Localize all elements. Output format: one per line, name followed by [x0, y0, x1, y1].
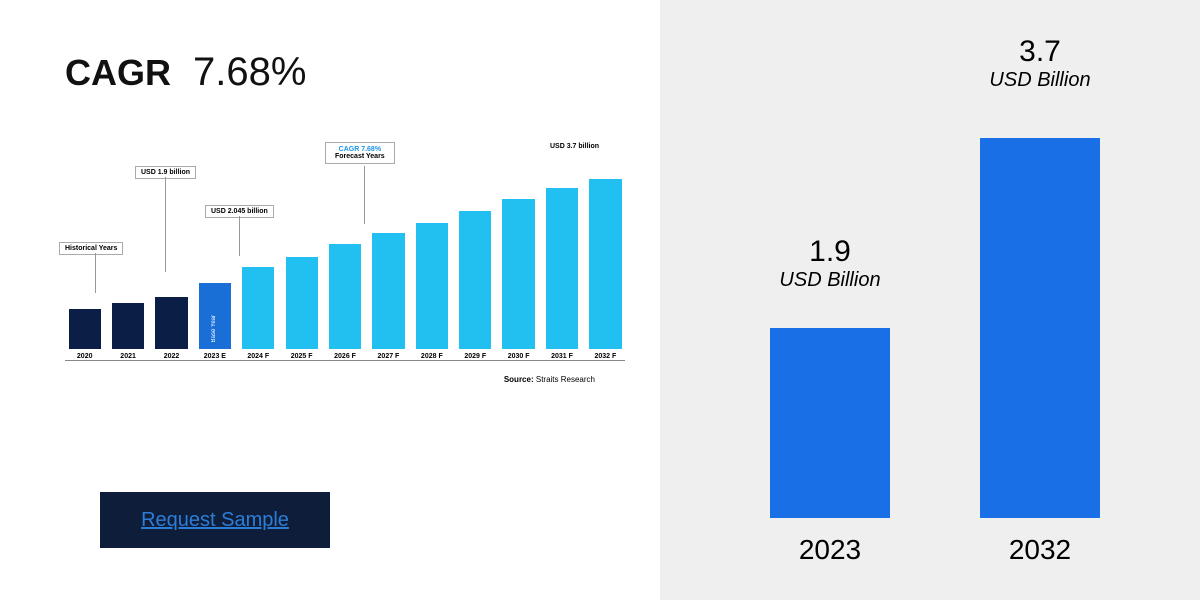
- bar-column: 2029 F: [456, 211, 495, 360]
- bar-x-label: 2027 F: [378, 353, 400, 360]
- bar-column: 2027 F: [369, 233, 408, 360]
- left-panel: CAGR 7.68% 2020202120222023 EBase Year20…: [0, 0, 660, 600]
- bar-x-label: 2022: [164, 353, 180, 360]
- bar-x-label: 2026 F: [334, 353, 356, 360]
- bar: [199, 283, 231, 349]
- bar: [372, 233, 404, 349]
- callout-forecast: CAGR 7.68% Forecast Years: [325, 142, 395, 164]
- bar: [546, 188, 578, 349]
- bar-column: 2022: [152, 297, 191, 360]
- bar-x-label: 2028 F: [421, 353, 443, 360]
- bar: [329, 244, 361, 349]
- callout-usd-3-7: USD 3.7 billion: [545, 141, 604, 152]
- bar-x-label: 2020: [77, 353, 93, 360]
- right-year-label: 2032: [980, 534, 1100, 566]
- detailed-bar-chart: 2020 2021 2022 2023 EBase Year 2024 F 2025 F 2…: [65, 150, 625, 380]
- right-bar: [770, 328, 890, 518]
- bar-x-label: 2021: [120, 353, 136, 360]
- request-sample-label: Request Sample: [141, 509, 289, 532]
- right-value-number: 1.9: [770, 235, 890, 269]
- bar-x-label: 2029 F: [464, 353, 486, 360]
- chart-source: Source: Straits Research: [504, 375, 595, 384]
- bar: [69, 309, 101, 349]
- bar-column: 2030 F: [499, 199, 538, 360]
- right-year-label: 2023: [770, 534, 890, 566]
- bar-column: 2028 F: [412, 223, 451, 360]
- bar-x-label: 2025 F: [291, 353, 313, 360]
- bar-column: 2024 F: [239, 267, 278, 360]
- bar: [112, 303, 144, 349]
- connector-line: [95, 253, 96, 293]
- bar-column: 2020: [65, 309, 104, 360]
- request-sample-button[interactable]: Request Sample: [100, 492, 330, 548]
- bar-column: 2026 F: [325, 244, 364, 360]
- right-value-unit: USD Billion: [980, 69, 1100, 92]
- bar-column: 2031 F: [542, 188, 581, 360]
- bar-column: 2032 F: [586, 179, 625, 360]
- source-label: Source:: [504, 375, 534, 384]
- right-value-unit: USD Billion: [770, 269, 890, 292]
- right-bar: [980, 138, 1100, 518]
- connector-line: [364, 166, 365, 224]
- x-axis: [65, 360, 625, 361]
- cagr-heading: CAGR 7.68%: [65, 50, 306, 95]
- bar: [242, 267, 274, 349]
- bars-container: 2020 2021 2022 2023 EBase Year 2024 F 2025 F 2…: [65, 180, 625, 360]
- callout-forecast-cagr: CAGR 7.68%: [335, 146, 385, 153]
- bar-x-label: 2030 F: [508, 353, 530, 360]
- bar: [459, 211, 491, 349]
- connector-line: [165, 177, 166, 272]
- source-value: Straits Research: [536, 375, 595, 384]
- callout-historical: Historical Years: [59, 242, 123, 255]
- bar-column: 2021: [108, 303, 147, 360]
- right-value-number: 3.7: [980, 35, 1100, 69]
- bar: [502, 199, 534, 349]
- bar-x-label: 2032 F: [594, 353, 616, 360]
- bar-column: 2023 EBase Year: [195, 283, 234, 360]
- callout-forecast-label: Forecast Years: [335, 153, 385, 160]
- connector-line: [239, 216, 240, 256]
- bar-column: 2025 F: [282, 257, 321, 360]
- bar: [416, 223, 448, 349]
- bar-x-label: 2024 F: [247, 353, 269, 360]
- bar: [155, 297, 187, 349]
- cagr-label: CAGR: [65, 52, 171, 93]
- right-value-label: 1.9USD Billion: [770, 235, 890, 292]
- right-value-label: 3.7USD Billion: [980, 35, 1100, 92]
- right-panel: 1.9USD Billion20233.7USD Billion2032: [660, 0, 1200, 600]
- bar: [589, 179, 621, 349]
- cagr-value: 7.68%: [193, 50, 306, 94]
- bar-x-label: 2031 F: [551, 353, 573, 360]
- bar-x-label: 2023 E: [204, 353, 226, 360]
- bar: [286, 257, 318, 349]
